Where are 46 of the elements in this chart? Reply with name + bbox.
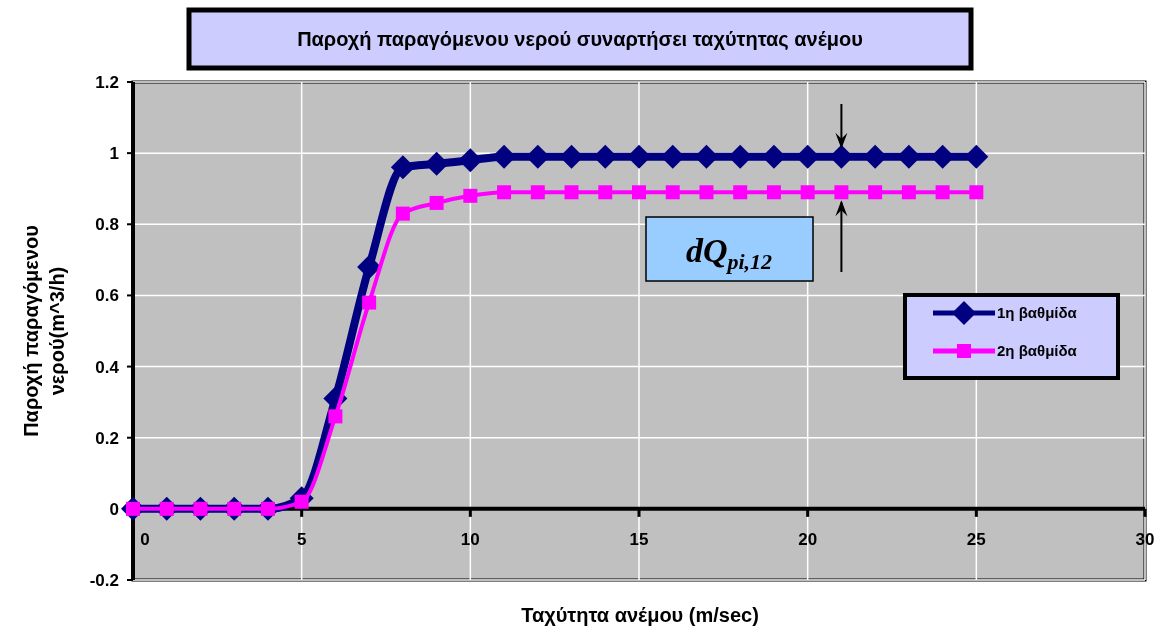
y-axis-title: Παροχή παραγόμενου νερού(m^3/h) xyxy=(20,225,68,437)
x-tick-label: 10 xyxy=(460,529,480,549)
point xyxy=(632,185,646,200)
point xyxy=(800,185,815,200)
point xyxy=(458,148,483,173)
point xyxy=(424,151,449,176)
x-tick-label: 0 xyxy=(140,529,150,549)
point xyxy=(699,185,714,200)
point xyxy=(390,155,415,180)
point xyxy=(598,185,613,200)
y-tick-label: 0.4 xyxy=(95,357,120,377)
y-tick-label: 0.2 xyxy=(95,428,119,448)
point xyxy=(395,206,410,221)
point xyxy=(362,295,377,310)
x-tick-label: 15 xyxy=(629,529,649,549)
legend-label: 2η βαθμίδα xyxy=(997,342,1078,360)
point xyxy=(766,185,781,200)
annotation: dQ$_{pi,12}$ xyxy=(685,232,773,274)
point xyxy=(733,185,748,200)
point xyxy=(429,195,444,210)
point xyxy=(901,185,916,200)
y-tick-label: 0.6 xyxy=(95,286,119,306)
point xyxy=(627,144,651,169)
y-tick-label: 1.2 xyxy=(95,72,119,92)
point xyxy=(530,185,545,200)
y-tick-label: 0.8 xyxy=(95,215,119,235)
y-tick-label: 0 xyxy=(109,499,119,519)
point xyxy=(497,185,512,200)
x-axis-title: Ταχύτητα ανέμου (m/sec) xyxy=(521,604,759,626)
x-tick-label: 30 xyxy=(1135,529,1155,549)
point xyxy=(834,185,849,200)
point xyxy=(328,409,343,424)
legend-label: 1η βαθμίδα xyxy=(997,304,1078,322)
point xyxy=(935,185,950,200)
point xyxy=(463,188,478,203)
point xyxy=(564,185,579,200)
y-tick-label: 1 xyxy=(109,144,119,164)
point xyxy=(357,254,382,279)
y-tick-label: -0.2 xyxy=(89,570,119,590)
point xyxy=(665,185,680,200)
x-tick-label: 20 xyxy=(798,529,818,549)
point xyxy=(868,185,883,200)
chart-title: Παροχή παραγόμενου νερού συναρτήσει ταχύτητας ανέμου xyxy=(297,28,863,50)
point xyxy=(969,185,984,200)
x-tick-label: 25 xyxy=(966,529,986,549)
x-tick-label: 5 xyxy=(296,529,307,549)
